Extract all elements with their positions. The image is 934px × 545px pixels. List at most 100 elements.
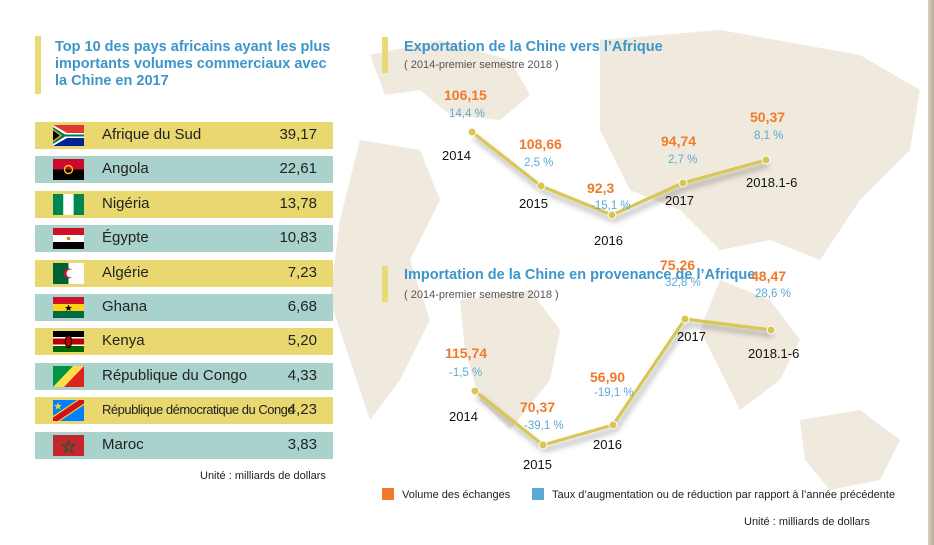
rate-label: 2,5 % xyxy=(524,157,553,169)
ranking-row: Kenya 5,20 xyxy=(35,328,333,356)
year-label: 2014 xyxy=(449,409,478,424)
world-map-background xyxy=(330,30,920,490)
ranking-row: Afrique du Sud 39,17 xyxy=(35,122,333,149)
ranking-title-line: la Chine en 2017 xyxy=(55,73,169,89)
year-label: 2015 xyxy=(519,196,548,211)
congo-flag-icon xyxy=(53,365,84,387)
year-label: 2015 xyxy=(523,457,552,472)
ranking-row: République démocratique du Congo 4,23 xyxy=(35,397,333,425)
country-name: Algérie xyxy=(102,263,149,281)
nigeria-flag-icon xyxy=(53,193,84,215)
angola-flag-icon xyxy=(53,159,84,181)
year-label: 2016 xyxy=(594,233,623,248)
morocco-flag-icon xyxy=(53,434,84,456)
country-value: 13,78 xyxy=(279,194,317,212)
ranking-title-line: importants volumes commerciaux avec xyxy=(55,56,327,72)
ranking-row: Algérie 7,23 xyxy=(35,259,333,287)
rate-label: -39,1 % xyxy=(524,420,564,432)
ranking-row: République du Congo 4,33 xyxy=(35,362,333,390)
data-point xyxy=(766,325,776,335)
data-point xyxy=(467,127,477,137)
country-value: 10,83 xyxy=(279,229,317,247)
ranking-table: Afrique du Sud 39,17 Angola 22,61 Nigéria 13,… xyxy=(35,122,333,466)
legend-volume: Volume des échanges xyxy=(382,488,510,501)
country-value: 22,61 xyxy=(279,160,317,178)
data-point xyxy=(536,181,546,191)
data-point xyxy=(761,155,771,165)
data-point xyxy=(680,314,690,324)
year-label: 2016 xyxy=(593,437,622,452)
country-value: 39,17 xyxy=(279,126,317,143)
volume-label: 50,37 xyxy=(750,109,785,125)
export-chart-subtitle: ( 2014-premier semestre 2018 ) xyxy=(404,59,559,71)
kenya-flag-icon xyxy=(53,331,84,353)
rate-label: -15,1 % xyxy=(591,200,631,212)
country-value: 4,33 xyxy=(287,366,317,384)
rate-label: 32,8 % xyxy=(665,277,701,289)
ranking-row: Maroc 3,83 xyxy=(35,431,333,459)
country-value: 6,68 xyxy=(287,297,317,315)
legend-rate: Taux d’augmentation ou de réduction par … xyxy=(532,488,895,501)
volume-label: 106,15 xyxy=(444,87,487,103)
country-name: Nigéria xyxy=(102,194,150,212)
ranking-row: Angola 22,61 xyxy=(35,156,333,184)
ranking-row: Égypte 10,83 xyxy=(35,225,333,253)
year-label: 2017 xyxy=(677,329,706,344)
country-name: République du Congo xyxy=(102,366,248,384)
data-point xyxy=(538,440,548,450)
rate-label: 14,4 % xyxy=(449,108,485,120)
ranking-title: Top 10 des pays africains ayant les plus… xyxy=(55,39,345,90)
ranking-row: Ghana 6,68 xyxy=(35,293,333,321)
import-chart-title: Importation de la Chine en provenance de… xyxy=(404,267,756,283)
year-label: 2014 xyxy=(442,148,471,163)
volume-label: 92,3 xyxy=(587,180,614,196)
country-name: Afrique du Sud xyxy=(102,126,202,143)
legend-unit: Unité : milliards de dollars xyxy=(744,516,870,528)
rate-label: 2,7 % xyxy=(668,154,697,166)
legend-rate-label: Taux d’augmentation ou de réduction par … xyxy=(552,489,896,501)
volume-label: 94,74 xyxy=(661,133,696,149)
rate-label: 28,6 % xyxy=(755,288,791,300)
country-name: Angola xyxy=(102,160,149,178)
legend-rate-swatch xyxy=(532,488,544,500)
legend-volume-swatch xyxy=(382,488,394,500)
data-point xyxy=(678,178,688,188)
ghana-flag-icon xyxy=(53,296,84,318)
data-point xyxy=(608,420,618,430)
title-accent-bar xyxy=(35,36,41,94)
import-chart-subtitle: ( 2014-premier semestre 2018 ) xyxy=(404,289,559,301)
volume-label: 115,74 xyxy=(445,345,487,361)
import-title-accent xyxy=(382,266,388,302)
drc-flag-icon xyxy=(53,400,84,422)
export-chart-title: Exportation de la Chine vers l’Afrique xyxy=(404,39,663,55)
page-edge xyxy=(928,0,934,545)
country-name: Kenya xyxy=(102,332,145,350)
ranking-title-line: Top 10 des pays africains ayant les plus xyxy=(55,39,331,55)
ranking-unit: Unité : milliards de dollars xyxy=(200,470,326,482)
volume-label: 48,47 xyxy=(751,268,786,284)
data-point xyxy=(607,210,617,220)
year-label: 2017 xyxy=(665,193,694,208)
volume-label: 56,90 xyxy=(590,369,625,385)
data-point xyxy=(470,386,480,396)
volume-label: 108,66 xyxy=(519,136,562,152)
country-name: Maroc xyxy=(102,435,144,453)
south-africa-flag-icon xyxy=(53,125,84,146)
ranking-row: Nigéria 13,78 xyxy=(35,190,333,218)
country-value: 4,23 xyxy=(287,401,317,419)
country-value: 5,20 xyxy=(287,332,317,350)
year-label: 2018.1-6 xyxy=(746,175,797,190)
rate-label: -19,1 % xyxy=(594,387,634,399)
legend-volume-label: Volume des échanges xyxy=(402,489,511,501)
export-title-accent xyxy=(382,37,388,73)
country-name: Ghana xyxy=(102,297,148,315)
country-name: Égypte xyxy=(102,229,149,247)
egypt-flag-icon xyxy=(53,228,84,250)
country-value: 3,83 xyxy=(287,435,317,453)
algeria-flag-icon xyxy=(53,262,84,284)
rate-label: 8,1 % xyxy=(754,130,783,142)
country-value: 7,23 xyxy=(287,263,317,281)
rate-label: -1,5 % xyxy=(449,367,482,379)
